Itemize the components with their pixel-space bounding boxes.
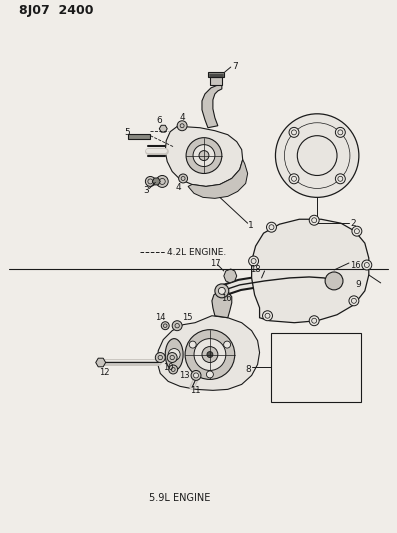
Text: 11: 11 — [190, 386, 200, 395]
Text: 3: 3 — [143, 186, 149, 195]
Polygon shape — [212, 291, 232, 318]
Polygon shape — [224, 269, 237, 283]
Bar — [272, 333, 361, 402]
Text: 1: 1 — [248, 221, 253, 230]
Ellipse shape — [165, 338, 183, 370]
Circle shape — [276, 114, 359, 197]
Circle shape — [335, 174, 345, 184]
Circle shape — [191, 370, 201, 381]
Polygon shape — [96, 358, 106, 367]
Circle shape — [335, 127, 345, 138]
Circle shape — [325, 272, 343, 290]
Text: 8: 8 — [246, 365, 251, 374]
Text: 9: 9 — [355, 280, 360, 289]
Circle shape — [249, 256, 258, 266]
Text: 17: 17 — [210, 259, 221, 268]
Circle shape — [199, 151, 209, 160]
Circle shape — [309, 316, 319, 326]
Circle shape — [218, 287, 225, 294]
Text: 13: 13 — [179, 371, 190, 380]
Circle shape — [202, 346, 218, 362]
Polygon shape — [252, 219, 369, 322]
Circle shape — [177, 121, 187, 131]
Text: 5.9L ENGINE: 5.9L ENGINE — [149, 493, 211, 503]
Circle shape — [194, 338, 226, 370]
Circle shape — [167, 352, 177, 362]
Circle shape — [145, 176, 155, 187]
Text: 16: 16 — [221, 294, 231, 303]
Circle shape — [289, 127, 299, 138]
Circle shape — [289, 174, 299, 184]
Polygon shape — [157, 316, 260, 390]
Bar — [210, 77, 222, 85]
Circle shape — [193, 144, 215, 166]
Circle shape — [206, 371, 214, 378]
Circle shape — [169, 365, 177, 374]
Circle shape — [309, 215, 319, 225]
Circle shape — [185, 330, 235, 379]
Circle shape — [362, 260, 372, 270]
Polygon shape — [188, 159, 248, 198]
Circle shape — [266, 222, 276, 232]
Circle shape — [224, 341, 231, 348]
Circle shape — [193, 373, 198, 378]
Text: 4.2L ENGINE.: 4.2L ENGINE. — [167, 247, 226, 256]
Circle shape — [207, 352, 213, 358]
Circle shape — [186, 138, 222, 173]
Polygon shape — [165, 126, 243, 187]
Polygon shape — [152, 178, 160, 185]
Bar — [208, 72, 224, 77]
Text: 10: 10 — [163, 363, 174, 372]
Text: 7: 7 — [232, 61, 237, 70]
Circle shape — [161, 322, 169, 330]
Text: 15: 15 — [182, 313, 193, 322]
Circle shape — [262, 311, 272, 321]
Text: 14: 14 — [155, 313, 166, 322]
Text: 12: 12 — [99, 368, 109, 377]
Text: 6: 6 — [156, 116, 162, 125]
Text: 18: 18 — [250, 265, 260, 274]
Polygon shape — [202, 85, 222, 128]
Text: 4: 4 — [175, 183, 181, 192]
Circle shape — [215, 284, 229, 298]
Circle shape — [349, 296, 359, 306]
Text: 2: 2 — [350, 219, 356, 228]
Polygon shape — [159, 125, 167, 132]
Circle shape — [168, 349, 180, 360]
Circle shape — [352, 226, 362, 236]
Text: 16: 16 — [350, 261, 360, 270]
Circle shape — [156, 175, 168, 188]
Circle shape — [189, 341, 196, 348]
Circle shape — [155, 352, 165, 362]
Circle shape — [297, 136, 337, 175]
Text: 4: 4 — [179, 114, 185, 122]
Text: 5: 5 — [125, 128, 130, 137]
Circle shape — [172, 321, 182, 330]
Circle shape — [179, 174, 187, 183]
Bar — [129, 134, 150, 139]
Text: 8J07  2400: 8J07 2400 — [19, 4, 94, 17]
